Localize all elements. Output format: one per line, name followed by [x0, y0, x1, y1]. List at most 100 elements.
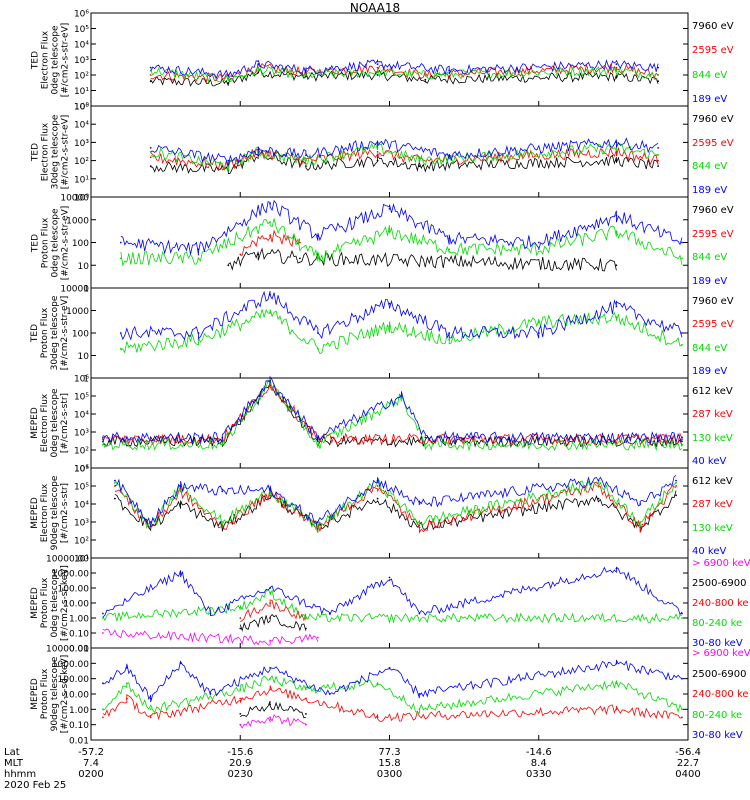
data-point — [448, 154, 451, 157]
legend-entry: 612 keV — [692, 476, 733, 487]
chart-title: NOAA18 — [349, 1, 401, 15]
data-point — [424, 74, 427, 76]
series-2595-ev — [150, 146, 659, 171]
data-point — [681, 241, 683, 244]
data-point — [317, 521, 319, 523]
data-point — [388, 576, 391, 579]
y-tick-label: 100 — [72, 239, 89, 249]
data-point — [269, 639, 271, 642]
y-axis-label: MEPED Electron Flux 90deg telescope [#/c… — [30, 475, 70, 551]
data-point — [149, 165, 152, 168]
data-point — [209, 612, 212, 615]
legend-entry: > 6900 keV — [692, 558, 750, 569]
y-tick-label: 10000 — [60, 194, 89, 204]
series--6900-kev — [239, 714, 306, 729]
data-point — [299, 257, 301, 260]
data-point — [305, 159, 307, 162]
data-point — [537, 332, 540, 334]
data-point — [376, 479, 379, 482]
data-point — [418, 708, 421, 711]
data-point — [269, 667, 271, 669]
data-point — [102, 716, 104, 719]
data-point — [388, 325, 391, 328]
series-189-ev — [120, 290, 683, 341]
data-point — [681, 708, 683, 711]
legend-entry: 612 keV — [692, 386, 733, 397]
data-point — [376, 159, 379, 162]
y-tick-label: 1 — [83, 375, 89, 385]
footer-lat: -14.6 — [525, 747, 552, 758]
y-tick-label: 10⁵ — [74, 103, 89, 113]
data-point — [376, 497, 379, 500]
data-point — [681, 443, 683, 446]
footer-row-label: Lat — [4, 747, 20, 758]
data-point — [448, 332, 451, 334]
data-point — [102, 682, 104, 685]
data-point — [227, 78, 230, 81]
data-point — [424, 443, 427, 446]
data-point — [149, 716, 152, 719]
y-tick-label: 10⁶ — [74, 10, 89, 20]
data-point — [125, 697, 128, 700]
y-tick-label: 0.01 — [69, 737, 89, 747]
data-point — [317, 443, 319, 446]
series--6900-kev — [102, 628, 319, 646]
y-tick-label: 10.00 — [63, 600, 89, 610]
data-point — [149, 156, 152, 159]
panel-frame — [90, 196, 689, 289]
panel-frame — [90, 105, 689, 198]
data-point — [269, 379, 271, 382]
data-point — [305, 617, 307, 619]
data-point — [197, 248, 200, 251]
data-point — [376, 66, 379, 69]
y-tick-label: 0.01 — [69, 645, 89, 655]
data-point — [328, 693, 331, 695]
footer-mlt: 20.9 — [229, 758, 252, 769]
y-tick-label: 10³ — [74, 519, 89, 529]
y-tick-label: 1000.00 — [52, 570, 89, 580]
series-844-ev — [120, 218, 683, 267]
data-point — [125, 682, 128, 685]
legend-entry: 130 keV — [692, 522, 733, 534]
footer-time: 0400 — [675, 769, 701, 780]
legend-entry: 7960 eV — [692, 205, 734, 216]
data-point — [305, 74, 307, 76]
data-point — [681, 436, 683, 439]
y-tick-label: 10² — [74, 157, 89, 167]
data-point — [615, 151, 618, 153]
data-point — [227, 82, 230, 84]
data-point — [681, 257, 683, 260]
y-tick-label: 10² — [74, 447, 89, 457]
data-point — [119, 332, 122, 334]
footer-mlt: 7.4 — [83, 758, 99, 769]
y-tick-label: 1000 — [66, 216, 89, 226]
data-point — [448, 248, 451, 251]
panel-frame — [90, 287, 689, 379]
data-point — [114, 481, 116, 484]
data-point — [239, 723, 242, 726]
y-tick-label: 10¹ — [74, 175, 89, 185]
data-point — [657, 74, 659, 76]
data-point — [209, 693, 212, 695]
data-point — [615, 567, 618, 570]
y-tick-label: 10.00 — [63, 691, 89, 701]
data-point — [239, 627, 242, 630]
panel-1: 10⁶ 10⁵ 10⁴ 10³ 10² 10¹ 10⁰ — [74, 10, 689, 113]
y-tick-label: 0.10 — [69, 721, 89, 731]
series-7960-ev — [150, 150, 659, 175]
data-point — [675, 481, 677, 484]
data-point — [305, 627, 307, 630]
data-point — [102, 443, 104, 446]
data-point — [388, 208, 391, 210]
y-tick-label: 10000.00 — [46, 645, 89, 655]
data-point — [227, 165, 230, 168]
data-point — [305, 165, 307, 168]
y-tick-label: 10⁶ — [74, 465, 89, 475]
data-point — [269, 591, 271, 594]
y-tick-label: 10 — [78, 262, 90, 272]
data-point — [681, 617, 683, 619]
data-point — [149, 521, 152, 523]
data-point — [448, 237, 451, 240]
legend-entry: 30-80 keV — [692, 638, 743, 649]
data-point — [424, 436, 427, 439]
